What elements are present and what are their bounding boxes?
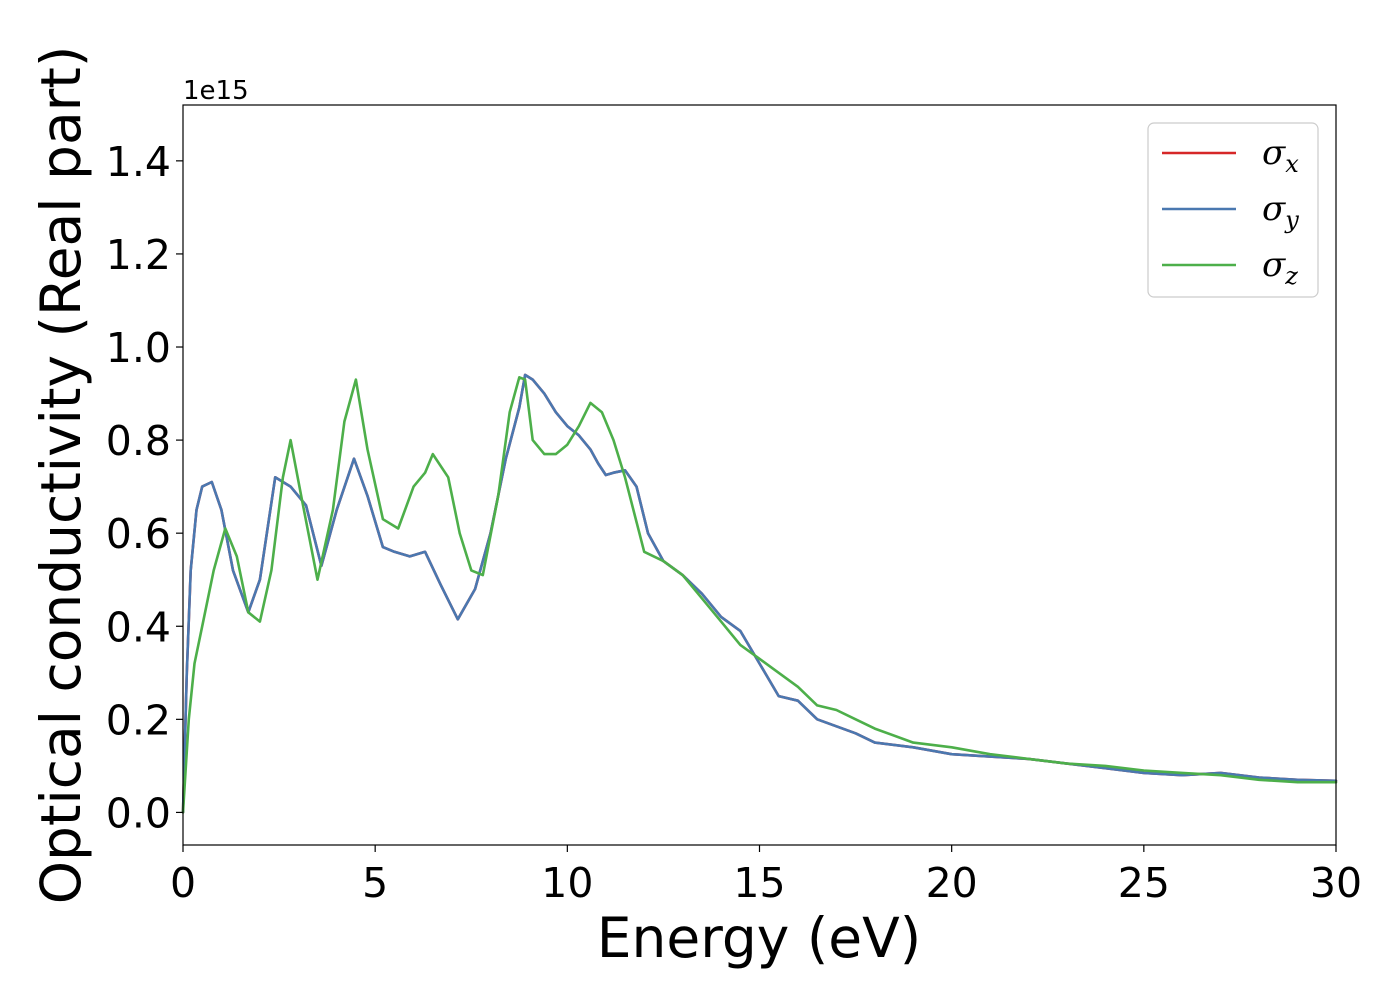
plot-area — [181, 104, 1338, 846]
y-tick-label: 0.8 — [106, 417, 171, 465]
y-tick-label: 0.4 — [106, 603, 171, 651]
x-axis-ticks: 0 5 10 15 20 25 30 — [170, 845, 1362, 907]
y-tick-label: 1.0 — [106, 324, 171, 372]
y-tick-label: 0.6 — [106, 510, 171, 558]
y-tick-label: 0.0 — [106, 789, 171, 837]
x-tick-label: 5 — [362, 859, 388, 907]
legend-label-z: σz — [1262, 245, 1298, 290]
x-tick-label: 30 — [1310, 859, 1362, 907]
y-offset-label: 1e15 — [183, 76, 249, 106]
legend: σx σy σz — [1147, 122, 1319, 298]
y-axis-ticks: 0.0 0.2 0.4 0.6 0.8 1.0 1.2 1.4 — [106, 138, 183, 837]
series-line-z — [181, 375, 1338, 814]
series-layer — [181, 373, 1338, 814]
y-tick-label: 1.4 — [106, 138, 171, 186]
y-axis-label: Optical conductivity (Real part) — [29, 46, 93, 905]
x-axis-label: Energy (eV) — [597, 906, 921, 970]
x-tick-label: 25 — [1118, 859, 1170, 907]
x-tick-label: 15 — [733, 859, 785, 907]
legend-label-x: σx — [1262, 133, 1299, 178]
x-tick-label: 0 — [170, 859, 196, 907]
y-tick-label: 1.2 — [106, 231, 171, 279]
x-tick-label: 10 — [541, 859, 593, 907]
x-tick-label: 20 — [926, 859, 978, 907]
legend-label-y: σy — [1262, 189, 1299, 234]
y-tick-label: 0.2 — [106, 696, 171, 744]
